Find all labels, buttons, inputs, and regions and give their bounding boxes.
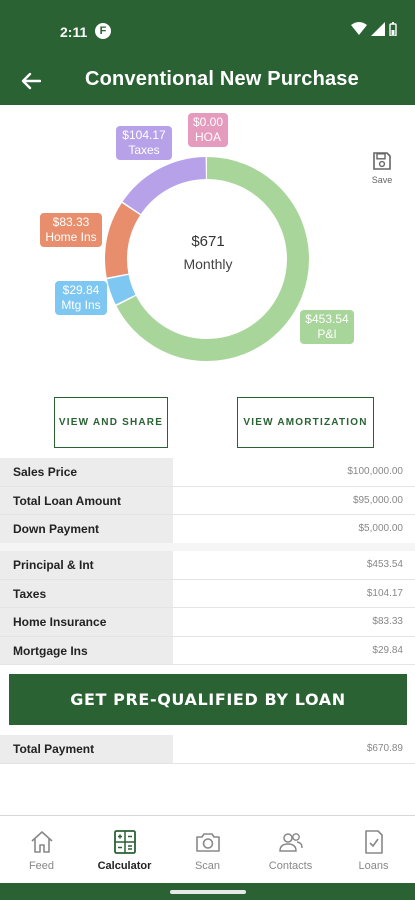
calculator-icon [113,830,136,854]
page-title: Conventional New Purchase [85,68,359,90]
battery-icon [389,22,397,36]
slice-name-pi: P&I [317,327,337,341]
row-label: Mortgage Ins [0,636,173,664]
contacts-icon [278,833,303,852]
nav-label: Calculator [97,860,152,872]
camera-icon [195,833,220,852]
table-row: Total Payment $670.89 [0,735,415,764]
table-row: Total Loan Amount $95,000.00 [0,486,415,515]
gesture-bar [0,883,415,900]
status-bar: 2:11 F [0,0,415,60]
slice-label-home-ins: $83.33 Home Ins [40,213,102,247]
status-icons [351,22,397,36]
row-value: $5,000.00 [173,515,415,543]
row-label: Principal & Int [0,551,173,579]
floppy-disk-icon [373,152,391,170]
nav-item-calculator[interactable]: Calculator [83,816,166,883]
signal-icon [371,22,385,36]
nav-label: Contacts [268,860,313,872]
section-divider [0,543,415,551]
app-bar: Conventional New Purchase [0,60,415,105]
status-time: 2:11 [60,24,88,40]
slice-label-mtg-ins: $29.84 Mtg Ins [55,281,107,315]
save-button[interactable]: Save [366,151,398,185]
slice-value-home-ins: $83.33 [52,215,90,229]
back-button[interactable] [16,66,46,96]
bottom-navigation: Feed Calculator Scan Contacts Loans [0,815,415,883]
slice-value-taxes: $104.17 [122,128,166,142]
get-pre-qualified-button[interactable]: GET PRE-QUALIFIED BY LOAN [9,674,407,725]
table-row: Principal & Int $453.54 [0,551,415,580]
table-row: Sales Price $100,000.00 [0,458,415,487]
view-amortization-button[interactable]: VIEW AMORTIZATION [237,397,374,448]
nav-item-scan[interactable]: Scan [166,816,249,883]
table-row: Mortgage Ins $29.84 [0,636,415,665]
total-payment-table: Total Payment $670.89 [0,735,415,764]
donut-slice-home-ins[interactable] [105,157,309,361]
chart-center-label: Monthly [183,256,233,272]
total-label: Total Payment [0,735,173,763]
wifi-icon [351,22,367,35]
save-label: Save [371,175,393,185]
nav-label: Feed [28,860,55,872]
table-row: Down Payment $5,000.00 [0,515,415,544]
home-indicator [170,890,246,894]
donut-chart [105,157,309,361]
nav-label: Loans [358,860,389,872]
row-value: $100,000.00 [173,458,415,486]
nav-item-loans[interactable]: Loans [332,816,415,883]
row-label: Down Payment [0,515,173,543]
nav-item-feed[interactable]: Feed [0,816,83,883]
slice-label-hoa: $0.00 HOA [188,113,228,147]
row-label: Taxes [0,579,173,607]
payment-breakdown-table: Principal & Int $453.54 Taxes $104.17 Ho… [0,551,415,665]
house-icon [30,831,53,853]
nav-label: Scan [194,860,221,872]
payment-breakdown-chart: $671 Monthly $0.00 HOA $104.17 Taxes $83… [0,105,415,390]
row-value: $453.54 [173,551,415,579]
chart-center-amount: $671 [191,233,225,250]
row-label: Total Loan Amount [0,486,173,514]
row-label: Home Insurance [0,608,173,636]
slice-name-mtg-ins: Mtg Ins [61,298,101,312]
row-value: $95,000.00 [173,486,415,514]
table-row: Home Insurance $83.33 [0,608,415,637]
slice-name-taxes: Taxes [128,143,160,157]
slice-name-home-ins: Home Ins [45,230,97,244]
arrow-left-icon [21,72,41,90]
donut-slice-p-i[interactable] [105,157,309,361]
table-row: Taxes $104.17 [0,579,415,608]
total-value: $670.89 [173,735,415,763]
slice-value-pi: $453.54 [305,312,349,326]
nav-item-contacts[interactable]: Contacts [249,816,332,883]
slice-label-taxes: $104.17 Taxes [116,126,172,160]
slice-name-hoa: HOA [194,130,221,144]
row-value: $29.84 [173,636,415,664]
view-and-share-button[interactable]: VIEW AND SHARE [54,397,168,448]
row-label: Sales Price [0,458,173,486]
slice-value-mtg-ins: $29.84 [62,283,100,297]
row-value: $83.33 [173,608,415,636]
slice-value-hoa: $0.00 [193,115,224,129]
app-notification-icon: F [95,23,111,39]
row-value: $104.17 [173,579,415,607]
document-check-icon [364,830,383,854]
loan-summary-table: Sales Price $100,000.00 Total Loan Amoun… [0,458,415,544]
slice-label-pi: $453.54 P&I [300,310,354,344]
